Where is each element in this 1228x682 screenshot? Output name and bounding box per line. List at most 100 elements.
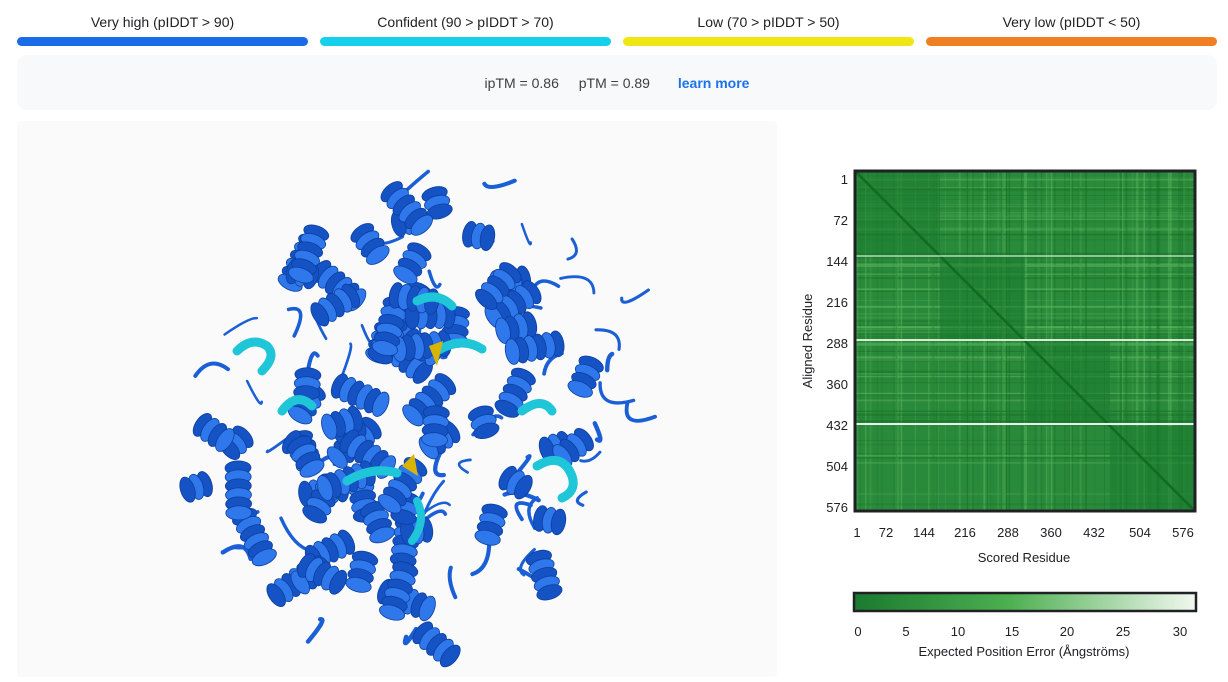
helix-ribbon [379,561,419,621]
legend-low-label: Low (70 > pIDDT > 50) [697,14,840,30]
coil-ribbon [592,421,603,443]
ptm-value: pTM = 0.89 [578,75,650,91]
coil-ribbon [559,275,596,295]
heatmap-texture [855,494,1195,495]
helix-ribbon [192,413,235,452]
helix-ribbon [412,621,461,668]
heatmap-texture [855,252,1195,255]
helix-ribbon [310,283,361,327]
coil-ribbon [340,342,353,379]
colorbar-tick: 5 [902,624,909,639]
coil-ribbon [286,306,303,338]
helix-ribbon [494,367,536,418]
y-tick: 576 [826,500,848,515]
helix-turn [321,413,338,440]
y-tick: 432 [826,418,848,433]
coil-ribbon [305,617,325,644]
helix-ribbon [232,508,277,567]
coil-ribbon [594,328,621,351]
y-tick: 288 [826,336,848,351]
x-tick: 216 [954,525,976,540]
y-tick: 1 [841,172,848,187]
helix-ribbon [321,405,364,440]
plddt-legend: Very high (pIDDT > 90) Confident (90 > p… [17,0,1217,50]
heatmap-texture [855,227,1195,229]
confident-segment [277,395,317,416]
coil-ribbon [245,379,264,405]
helix-turn [393,265,418,285]
coil-ribbon [605,351,615,373]
legend-very-low-label: Very low (pIDDT < 50) [1002,14,1141,30]
helix-turn [494,399,520,418]
colorbar-tick: 25 [1116,624,1130,639]
coil-ribbon [575,490,588,507]
heatmap-texture [855,177,1195,179]
learn-more-link[interactable]: learn more [677,75,750,91]
coil-ribbon [514,501,533,522]
helix-ribbon [402,373,457,427]
helix-turn [514,474,533,500]
confident-segment [408,497,425,545]
helix-ribbon [495,311,538,344]
helix-ribbon [179,471,213,503]
coil-ribbon [427,269,442,289]
helix-turn [316,475,334,501]
helix-turn [567,380,593,398]
structure-viewer[interactable] [17,121,777,677]
legend-confident-label: Confident (90 > pIDDT > 70) [377,14,554,30]
helix-turn [473,422,500,439]
coil-ribbon [457,458,472,474]
confidence-metrics: ipTM = 0.86 pTM = 0.89 learn more [17,55,1217,110]
confident-segment [532,455,578,503]
helix-ribbon [474,503,508,546]
pae-plot-panel: 1 72 144 216 288 360 432 504 576 Aligned… [790,121,1220,677]
helix-turn [215,428,235,452]
helix-ribbon [350,223,390,265]
legend-very-high-bar [17,37,308,46]
x-tick: 504 [1129,525,1151,540]
helix-turn [266,583,286,607]
heatmap-texture [855,216,1195,218]
x-tick: 72 [879,525,893,540]
confident-segment [432,338,487,356]
coil-ribbon [193,361,230,378]
coil-ribbon [447,565,458,600]
y-tick: 144 [826,254,848,269]
helix-turn [479,224,496,251]
heatmap-texture [855,221,1195,223]
legend-low: Low (70 > pIDDT > 50) [623,0,914,50]
helix-ribbon [467,405,500,439]
coil-ribbon [527,496,539,530]
legend-very-high-label: Very high (pIDDT > 90) [90,14,235,30]
helix-ribbon [391,330,452,363]
helix-turn [402,404,424,427]
heatmap-texture [855,462,1195,464]
pae-x-ticks: 1 72 144 216 288 360 432 504 576 [853,525,1193,540]
helix-turn [299,459,325,478]
y-tick: 72 [834,213,848,228]
pae-heatmap[interactable] [853,169,1197,513]
colorbar-ticks: 0 5 10 15 20 25 30 [854,624,1187,639]
helix-turn [371,340,399,357]
x-tick: 144 [913,525,935,540]
colorbar-label: Expected Position Error (Ångströms) [919,644,1130,659]
heatmap-texture [855,195,1195,196]
legend-low-bar [623,37,914,46]
helix-turn [379,604,406,621]
coil-ribbon [305,351,320,373]
confident-segment [517,399,557,416]
coil-ribbon [482,178,517,190]
colorbar-tick: 20 [1060,624,1074,639]
helix-turn [550,508,567,536]
heatmap-texture [855,503,1195,506]
helix-turn [418,595,436,622]
helix-turn [372,391,390,417]
coil-ribbon [520,222,532,246]
coil-ribbon [223,316,259,336]
coil-ribbon [402,626,419,646]
heatmap-texture [855,206,1195,208]
heatmap-texture [855,190,1195,192]
heatmap-texture [855,214,1195,217]
pae-heatmap-border [853,169,1197,513]
helix-turn [536,584,563,601]
